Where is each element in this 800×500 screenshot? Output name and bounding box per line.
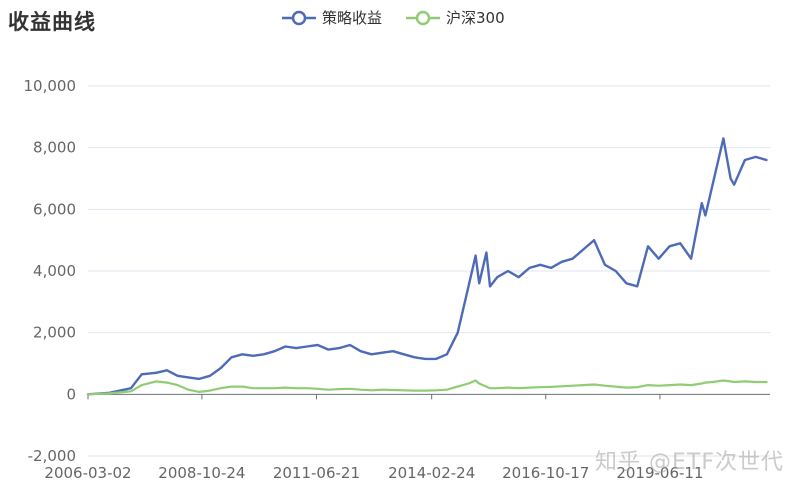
x-tick-label: 2006-03-02	[44, 464, 131, 482]
series-lines	[86, 137, 768, 396]
x-tick-label: 2014-02-24	[388, 464, 475, 482]
legend-label-csi300: 沪深300	[446, 9, 505, 27]
y-tick-label: 6,000	[33, 200, 76, 218]
legend-item-strategy[interactable]: 策略收益	[282, 7, 382, 28]
watermark: 知乎 @ETF次世代	[595, 450, 784, 475]
x-tick-label: 2011-06-21	[273, 464, 360, 482]
series-line-csi300	[86, 379, 768, 396]
series-line-strategy	[86, 137, 768, 396]
y-tick-label: 4,000	[33, 262, 76, 280]
axes: -2,000 0 2,000 4,000 6,000 8,000 10,000 2006-03…	[24, 77, 770, 482]
y-tick-label: 10,000	[24, 77, 77, 95]
x-tick-label: 2016-10-17	[502, 464, 589, 482]
y-tick-label: 0	[66, 385, 76, 403]
chart-legend: 策略收益 沪深300	[282, 7, 505, 28]
chart-title: 收益曲线	[8, 10, 96, 34]
legend-label-strategy: 策略收益	[322, 9, 383, 27]
x-tick-label: 2019-06-11	[616, 464, 703, 482]
y-tick-label: 8,000	[33, 139, 76, 157]
legend-swatch-csi300	[406, 10, 441, 25]
y-tick-label: -2,000	[28, 447, 76, 465]
legend-swatch-strategy	[282, 10, 316, 25]
y-tick-label: 2,000	[33, 324, 76, 342]
x-tick-label: 2008-10-24	[158, 464, 245, 482]
legend-item-csi300[interactable]: 沪深300	[406, 7, 505, 28]
grid-lines	[88, 85, 770, 457]
